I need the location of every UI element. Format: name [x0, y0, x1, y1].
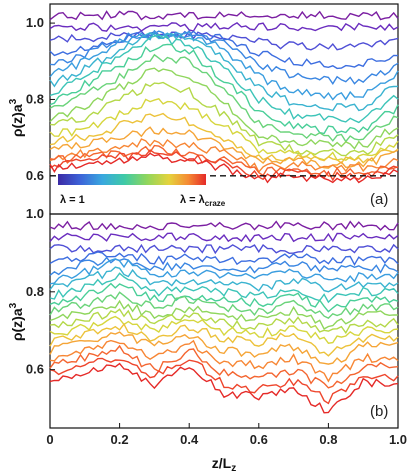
x-axis-label: z/Lz: [212, 455, 236, 474]
panel-b-y-ticks: 0.6 0.8 1.0: [26, 206, 55, 377]
panel-b-series-line-4: [49, 251, 399, 267]
panel-b-series-line-11: [49, 299, 399, 330]
panel-b-label: (b): [370, 403, 388, 420]
panel-a-series-line-9: [49, 43, 399, 135]
panel-a-series-line-10: [49, 53, 399, 143]
x-tick-label: 0: [46, 432, 53, 447]
panel-a-series-line-12: [49, 81, 399, 157]
panel-a-series-line-7: [49, 32, 399, 112]
x-tick-label: 0.4: [180, 432, 199, 447]
panel-b-series-line-18: [49, 357, 399, 405]
panel-b-series-line-5: [49, 256, 399, 276]
x-tick-label: 0.8: [319, 432, 337, 447]
panel-a-series-line-13: [49, 97, 399, 162]
panel-a-y-ticks: 0.6 0.8 1.0: [26, 15, 55, 183]
panel-b-series-line-10: [49, 291, 399, 319]
panel-a-series-line-16: [49, 138, 399, 174]
panel-b-series-line-15: [49, 331, 399, 365]
panel-b-series-line-2: [49, 232, 399, 243]
panel-a-series-line-15: [49, 126, 399, 169]
panel-b-series-line-8: [49, 272, 399, 304]
panel-b-series-line-19: [49, 362, 399, 414]
panel-b-x-ticks: 0 0.2 0.4 0.6 0.8 1.0: [46, 423, 407, 447]
panel-a-series-line-18: [49, 149, 399, 182]
panel-b-series-line-12: [49, 308, 399, 335]
panel-a-series-line-17: [49, 144, 399, 177]
panel-b-series-line-17: [49, 344, 399, 389]
legend-max-label: λ = λcraze: [180, 194, 226, 208]
panel-a-series-group: [49, 10, 399, 184]
panel-a-series-line-6: [49, 29, 399, 101]
x-tick-label: 0.6: [250, 432, 268, 447]
panel-a-series-line-14: [49, 112, 399, 164]
x-tick-label: 1.0: [389, 432, 407, 447]
panel-a-series-line-11: [49, 67, 399, 150]
panel-a-label: (a): [370, 191, 388, 208]
panel-b-series-line-16: [49, 339, 399, 383]
panel-a-y-tick-label: 0.8: [26, 91, 44, 106]
panel-b-series-line-3: [49, 243, 399, 255]
panel-b-series-line-6: [49, 258, 399, 285]
panel-a: 0.6 0.8 1.0 λ = 1 λ = λcraze (a): [26, 3, 399, 215]
panel-b-frame: [49, 213, 399, 429]
panel-a-y-axis-label: ρ(z)a3: [8, 98, 25, 137]
panel-a-series-line-2: [49, 22, 399, 32]
panel-b-y-tick-label: 1.0: [26, 206, 44, 221]
legend-min-label: λ = 1: [60, 194, 85, 206]
panel-b: 0.6 0.8 1.0 0 0.2 0.4 0.6 0.8 1.0 (b): [26, 206, 407, 447]
legend-colorbar: [58, 174, 206, 185]
panel-a-series-line-8: [49, 33, 399, 124]
x-tick-label: 0.2: [111, 432, 129, 447]
panel-a-y-tick-label: 1.0: [26, 15, 44, 30]
panel-b-series-group: [49, 220, 399, 414]
panel-a-series-line-1: [49, 10, 399, 21]
panel-b-series-line-1: [49, 220, 399, 231]
panel-b-y-tick-label: 0.6: [26, 362, 44, 377]
panel-b-series-line-7: [49, 266, 399, 293]
panel-a-series-line-19: [49, 152, 399, 184]
panel-b-series-line-14: [49, 322, 399, 357]
panel-b-y-tick-label: 0.8: [26, 284, 44, 299]
panel-a-series-line-3: [49, 29, 399, 51]
panel-b-series-line-13: [49, 315, 399, 344]
panel-a-y-tick-label: 0.6: [26, 168, 44, 183]
panel-b-y-axis-label: ρ(z)a3: [8, 302, 25, 341]
panel-b-series-line-9: [49, 282, 399, 313]
panel-a-series-line-5: [49, 30, 399, 85]
